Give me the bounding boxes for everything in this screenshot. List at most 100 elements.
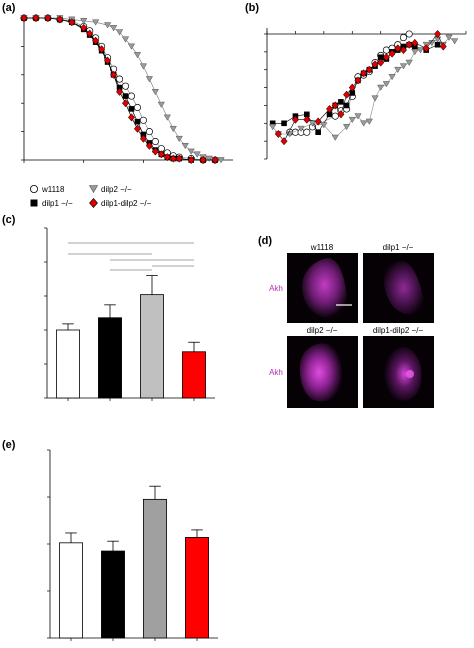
image-label-dilp1-dilp2: dilp1-dilp2 −/− [373, 326, 424, 335]
data-point [98, 45, 106, 54]
data-point [169, 154, 177, 163]
data-point [157, 150, 165, 159]
data-point [422, 44, 430, 53]
data-point [151, 137, 159, 146]
data-point [304, 111, 310, 118]
data-point [269, 120, 276, 127]
panel-label-a: (a) [2, 2, 16, 14]
data-point [439, 42, 447, 51]
data-point [297, 125, 305, 133]
data-point [388, 49, 396, 58]
data-point [139, 134, 147, 143]
data-point [343, 90, 351, 99]
data-point [121, 82, 130, 90]
legend: w1118 dilp2 −/− dilp1 −/− dilp1-dilp2 −/… [29, 184, 152, 208]
bar [182, 351, 206, 399]
data-point [187, 148, 195, 155]
data-point [337, 110, 345, 119]
legend-item-w1118: w1118 [29, 184, 65, 194]
data-point [354, 113, 362, 120]
data-point [331, 101, 339, 110]
image-label-w1118: w1118 [310, 243, 334, 252]
data-point [399, 45, 407, 55]
data-point [394, 66, 402, 74]
data-point [399, 63, 408, 70]
micrograph-w1118 [287, 253, 358, 323]
data-point [44, 13, 52, 23]
data-point [377, 54, 384, 61]
data-point [434, 41, 441, 48]
data-point [122, 93, 129, 99]
mortality-chart [264, 28, 467, 160]
data-point [116, 87, 124, 96]
data-point [20, 13, 28, 23]
data-point [360, 120, 368, 127]
data-point [365, 65, 373, 74]
data-point [360, 69, 368, 78]
data-point [110, 70, 118, 79]
data-point [411, 49, 419, 56]
data-point [434, 29, 442, 39]
legend-item-dilp1: dilp1 −/− [30, 199, 73, 208]
data-point [199, 155, 207, 165]
data-point [133, 52, 142, 59]
data-point [382, 53, 390, 62]
data-point [445, 34, 453, 41]
legend-label: dilp2 −/− [101, 185, 132, 194]
bar [59, 542, 83, 639]
data-point [205, 155, 213, 162]
data-point [349, 90, 356, 96]
micrograph-dilp1-dilp2 [363, 336, 434, 408]
data-point [326, 104, 334, 114]
data-point [92, 36, 100, 45]
data-point [371, 60, 379, 69]
data-point [116, 84, 123, 91]
survival-chart [20, 13, 233, 165]
data-point [320, 122, 328, 129]
legend-item-dilp1-dilp2: dilp1-dilp2 −/− [89, 198, 152, 208]
legend-marker-triangle [88, 185, 99, 194]
data-point [139, 116, 147, 124]
data-point [115, 75, 124, 83]
row-label-akh: Akh [269, 368, 283, 377]
data-point [80, 18, 88, 25]
data-point [32, 13, 40, 23]
data-point [193, 151, 201, 158]
data-point [140, 131, 147, 138]
data-point [128, 106, 135, 112]
panel-label-c: (c) [2, 214, 16, 226]
data-point [348, 83, 356, 92]
data-point [104, 56, 112, 65]
data-point [280, 137, 288, 146]
data-point [86, 29, 94, 38]
data-point [115, 29, 124, 36]
data-point [394, 44, 402, 53]
data-point [145, 76, 154, 83]
data-point [145, 141, 153, 150]
data-point [371, 95, 379, 102]
data-point [145, 128, 153, 136]
data-point [157, 101, 165, 108]
data-point [121, 36, 130, 43]
data-point [181, 142, 189, 150]
data-point [163, 114, 171, 121]
data-point [103, 22, 112, 29]
bar [101, 550, 125, 639]
data-point [175, 154, 183, 163]
data-point [134, 118, 141, 125]
data-point [133, 103, 142, 112]
bar [143, 498, 167, 639]
data-point [92, 19, 100, 26]
micrograph-dilp2 [287, 336, 358, 408]
data-point [281, 120, 287, 127]
data-point [405, 40, 413, 49]
legend-marker-square [30, 199, 38, 207]
legend-item-dilp2: dilp2 −/− [88, 185, 132, 194]
data-point [127, 43, 136, 50]
panel-label-d: (d) [258, 235, 272, 247]
data-point [377, 84, 385, 91]
data-point [405, 59, 413, 66]
data-point [343, 102, 350, 109]
data-point [211, 155, 219, 165]
data-point [348, 116, 356, 124]
